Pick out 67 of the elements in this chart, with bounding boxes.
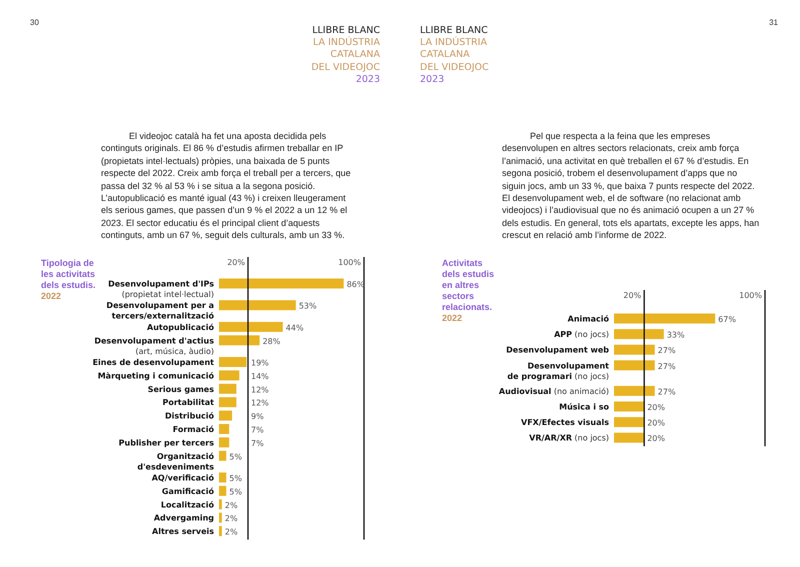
- text: LA INDÚSTRIA CATALANA DEL VIDEOJOC: [311, 37, 380, 74]
- data-label: 27%: [658, 362, 676, 371]
- y-tick-label: Distribució: [164, 412, 214, 421]
- y-tick-label: Animació: [568, 314, 610, 324]
- y-tick-label: Gamificació: [162, 486, 215, 496]
- data-label: 2%: [224, 528, 238, 537]
- data-label: 20%: [647, 418, 666, 428]
- text: 2023: [354, 74, 380, 86]
- y-tick-label: Desenvolupament d'IPs (propietat intel·lectual): [108, 280, 214, 299]
- y-tick-label: Desenvolupament de programari (no jocs): [507, 361, 610, 381]
- data-label: 9%: [251, 412, 264, 422]
- data-label: 20%: [647, 403, 666, 412]
- text: 2022: [41, 291, 62, 302]
- text: LLIBRE BLANC: [420, 25, 489, 36]
- data-label: 33%: [666, 330, 686, 340]
- data-label: 5%: [229, 474, 242, 483]
- y-tick-label: Música i so: [559, 402, 610, 412]
- text: 2023: [420, 74, 446, 86]
- ref-line-label: 100%: [338, 258, 362, 267]
- y-tick-label: Audiovisual (no animació): [498, 386, 609, 396]
- text: 2022: [442, 313, 464, 324]
- y-tick-label: Eines de desenvolupament: [92, 358, 214, 367]
- y-tick-label: APP (no jocs): [554, 330, 609, 340]
- data-label: 20%: [647, 434, 666, 444]
- ref-line-label: 20%: [623, 291, 642, 300]
- data-label: 27%: [658, 346, 676, 356]
- data-label: 7%: [251, 426, 264, 434]
- y-tick-label: Publisher per tercers: [118, 438, 214, 448]
- y-tick-label: Desenvolupament per a tercers/externalització: [106, 301, 214, 321]
- text: 31: [769, 18, 778, 27]
- text: El videojoc català ha fet una aposta decidida pels continguts originals. El 86 % d’estudis afirmen treballar en IP (propietats intel·lectuals) pròpies, una baixada de 5 punts respecte del 2022. Creix amb força el treball per a tercers, que passa del 32 % al 53 % i se situa a la segona posició. L’autopublicació es manté igual (43 %) i creixen lleugerament els serious games, que passen d’un 9 % el 2022 a un 12 % el 2023. El sector educatiu és el principal client d’aquests continguts, amb un 67 %, seguit dels culturals, amb un 33 %.: [101, 131, 351, 240]
- data-label: 53%: [298, 302, 318, 311]
- y-tick-label: Màrqueting i comunicació: [98, 371, 215, 380]
- text: Pel que respecta a la feina que les empreses desenvolupen en altres sectors relacionats, creix amb força l’animació, una activitat en què treballen el 67 % d’estudis. En segona posició, trobem el desenvolupament d’apps que no siguin jocs, amb un 33 %, que baixa 7 punts respecte del 2022. El desenvolupament web, el de software (no relacionat amb videojocs) i l’audiovisual que no és animació ocupen a un 27 % dels estudis. En general, tots els apartats, excepte les apps, han crescut en relació amb l’informe de 2022.: [502, 131, 760, 240]
- data-label: 5%: [229, 487, 242, 496]
- data-label: 44%: [286, 323, 304, 332]
- data-label: 5%: [229, 452, 242, 462]
- text: Activitats dels estudis en altres sectors relacionats.: [442, 258, 494, 313]
- data-label: 67%: [718, 315, 736, 324]
- data-label: 12%: [251, 385, 270, 394]
- y-tick-label: Formació: [172, 425, 215, 434]
- y-tick-label: Altres serveis: [152, 527, 214, 536]
- y-tick-label: Desenvolupament web: [506, 346, 610, 355]
- data-label: 2%: [224, 500, 238, 510]
- data-label: 27%: [658, 387, 676, 396]
- data-label: 7%: [251, 438, 264, 448]
- data-label: 2%: [224, 514, 238, 524]
- text: Tipologia de les activitats dels estudis.: [41, 258, 96, 291]
- data-label: 28%: [262, 336, 281, 346]
- ref-line-label: 20%: [227, 258, 246, 267]
- y-tick-label: VFX/Efectes visuals: [521, 418, 610, 428]
- data-label: 19%: [251, 358, 270, 368]
- data-label: 14%: [251, 372, 270, 381]
- y-tick-label: Serious games: [148, 384, 214, 394]
- text: LA INDÚSTRIA CATALANA DEL VIDEOJOC: [420, 37, 489, 74]
- y-tick-label: Desenvolupament d'actius (art, música, àudio): [94, 336, 214, 356]
- text: LLIBRE BLANC: [311, 25, 380, 36]
- y-tick-label: Autopublicació: [147, 322, 214, 332]
- y-tick-label: Organització d'esdeveniments: [137, 452, 214, 472]
- text: 30: [30, 18, 39, 27]
- y-tick-label: AQ/verificació: [152, 474, 214, 482]
- y-tick-label: Portabilitat: [162, 398, 214, 408]
- y-tick-label: VR/AR/XR (no jocs): [529, 434, 609, 443]
- y-tick-label: Advergaming: [154, 514, 214, 523]
- y-tick-label: Localització: [160, 500, 215, 510]
- data-label: 12%: [251, 398, 270, 408]
- ref-line-label: 100%: [739, 291, 762, 300]
